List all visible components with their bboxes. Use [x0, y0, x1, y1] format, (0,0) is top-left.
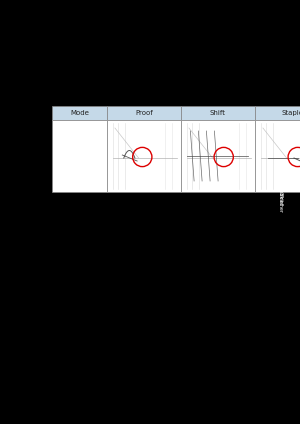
- Text: Shift: Shift: [210, 110, 226, 116]
- Bar: [107, 106, 181, 120]
- Bar: [255, 106, 300, 120]
- Text: Mode: Mode: [70, 110, 89, 116]
- Text: B793: B793: [278, 183, 283, 195]
- Text: SM 39: SM 39: [278, 167, 283, 182]
- Text: B793: B793: [278, 176, 283, 188]
- Text: Staple: Staple: [281, 110, 300, 116]
- Bar: [255, 120, 300, 192]
- Bar: [107, 120, 181, 192]
- Text: Booklet: Booklet: [278, 187, 283, 205]
- Text: Proof: Proof: [135, 110, 153, 116]
- Bar: [52, 106, 107, 120]
- Bar: [181, 106, 255, 120]
- Bar: [52, 120, 107, 192]
- Bar: [181, 120, 255, 192]
- Text: Finisher: Finisher: [278, 193, 283, 212]
